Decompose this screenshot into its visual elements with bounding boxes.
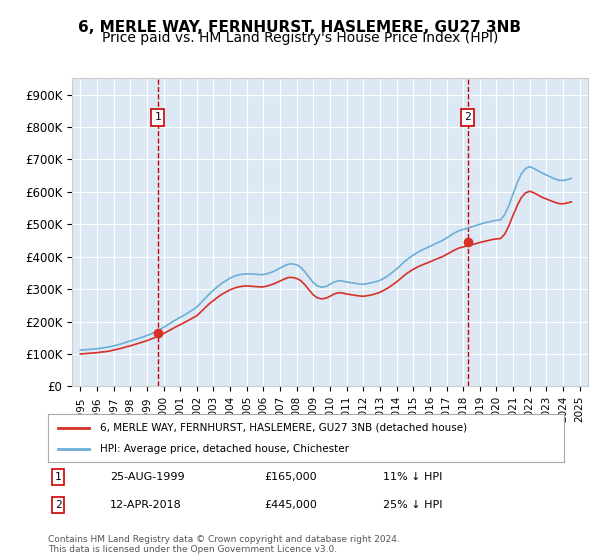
Text: 2: 2 <box>55 500 62 510</box>
Text: 6, MERLE WAY, FERNHURST, HASLEMERE, GU27 3NB (detached house): 6, MERLE WAY, FERNHURST, HASLEMERE, GU27… <box>100 423 467 433</box>
Text: 1: 1 <box>154 113 161 122</box>
Text: Contains HM Land Registry data © Crown copyright and database right 2024.
This d: Contains HM Land Registry data © Crown c… <box>48 535 400 554</box>
Text: 12-APR-2018: 12-APR-2018 <box>110 500 182 510</box>
Text: 25% ↓ HPI: 25% ↓ HPI <box>383 500 443 510</box>
Text: 1: 1 <box>55 472 62 482</box>
Text: Price paid vs. HM Land Registry's House Price Index (HPI): Price paid vs. HM Land Registry's House … <box>102 31 498 45</box>
Text: £165,000: £165,000 <box>265 472 317 482</box>
Text: 25-AUG-1999: 25-AUG-1999 <box>110 472 185 482</box>
Text: HPI: Average price, detached house, Chichester: HPI: Average price, detached house, Chic… <box>100 444 349 454</box>
Text: 6, MERLE WAY, FERNHURST, HASLEMERE, GU27 3NB: 6, MERLE WAY, FERNHURST, HASLEMERE, GU27… <box>79 20 521 35</box>
Text: 11% ↓ HPI: 11% ↓ HPI <box>383 472 443 482</box>
Text: £445,000: £445,000 <box>265 500 317 510</box>
Text: 2: 2 <box>464 113 471 122</box>
